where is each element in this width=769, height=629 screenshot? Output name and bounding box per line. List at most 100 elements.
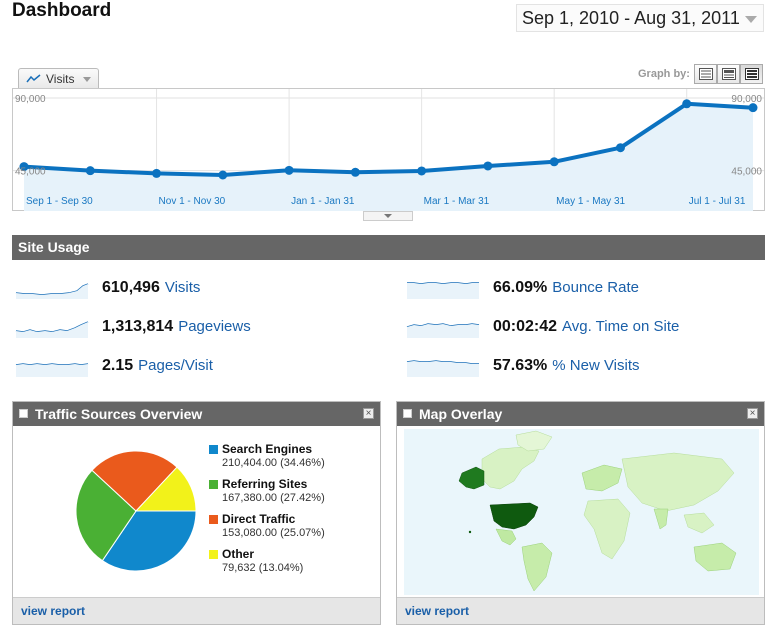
visits-sparkline [15, 283, 89, 299]
chart-point [19, 162, 29, 172]
traffic-sources-header: Traffic Sources Overview × [13, 402, 380, 426]
expand-arrow-icon [384, 214, 392, 218]
legend-swatch [209, 550, 218, 559]
graph-by-month-button[interactable] [740, 64, 763, 84]
legend-name: Other [222, 547, 255, 561]
map-region-greenland [515, 430, 553, 452]
map-region-africa [583, 498, 631, 560]
pages-per-visit-sparkline [15, 363, 89, 377]
metric-value: 610,496 [102, 279, 160, 296]
bounce-rate-sparkline [407, 282, 479, 299]
chart-point [682, 99, 692, 109]
chart-point [350, 167, 360, 177]
pie-slice [101, 510, 197, 572]
pie-slice [75, 469, 137, 562]
chart-point [483, 161, 493, 171]
view-report-link[interactable]: view report [13, 597, 380, 624]
chart-point [549, 157, 559, 167]
chart-point [615, 143, 625, 153]
metric-link-pageviews[interactable]: Pageviews [178, 318, 251, 335]
month-view-icon [745, 68, 759, 80]
map-region-hawaii [468, 530, 472, 534]
legend-swatch [209, 515, 218, 524]
map-region-south-america [521, 542, 553, 592]
site-usage-header: Site Usage [12, 235, 765, 260]
graph-by-day-button[interactable] [694, 64, 717, 84]
metric-link-bounce-rate[interactable]: Bounce Rate [552, 279, 639, 296]
map-region-north-america [481, 446, 540, 490]
legend-stat: 210,404.00 (34.46%) [222, 457, 325, 469]
world-map [404, 429, 759, 595]
page-title: Dashboard [12, 0, 112, 21]
legend-stat: 79,632 (13.04%) [222, 562, 304, 574]
metric-visits: 610,496 Visits [15, 277, 395, 301]
visits-chart: 90,000 45,000 90,000 45,000 Sep 1 - Sep 30 N… [12, 88, 765, 213]
panel-menu-icon[interactable] [403, 409, 412, 418]
x-tick-label: Sep 1 - Sep 30 [26, 196, 93, 207]
map-overlay-title: Map Overlay [419, 406, 503, 422]
panel-menu-icon[interactable] [19, 409, 28, 418]
x-tick-label: Jan 1 - Jan 31 [291, 196, 355, 207]
legend-name: Direct Traffic [222, 512, 296, 526]
y-tick-label-left: 90,000 [15, 94, 46, 105]
metric-link-pages-per-visit[interactable]: Pages/Visit [138, 357, 213, 374]
visits-area-fill [24, 103, 753, 211]
traffic-sources-title: Traffic Sources Overview [35, 406, 203, 422]
y-tick-label-right: 45,000 [731, 167, 762, 178]
chart-point [284, 165, 294, 175]
chart-point [748, 103, 758, 113]
metric-pageviews: 1,313,814 Pageviews [15, 316, 395, 340]
map-region-southeast-asia [683, 512, 715, 534]
x-tick-label: Jul 1 - Jul 31 [689, 196, 746, 207]
metric-value: 57.63% [493, 357, 548, 374]
metric-selector-button[interactable]: Visits [18, 68, 99, 88]
map-region-europe [581, 464, 623, 492]
map-region-usa [489, 502, 539, 530]
chart-point [417, 166, 427, 176]
x-tick-label: May 1 - May 31 [556, 196, 625, 207]
metric-pages-per-visit: 2.15 Pages/Visit [15, 355, 395, 379]
legend-swatch [209, 480, 218, 489]
metric-bounce-rate: 66.09% Bounce Rate [406, 277, 765, 301]
legend-name: Referring Sites [222, 477, 308, 491]
metric-link-avg-time[interactable]: Avg. Time on Site [562, 318, 680, 335]
pageviews-sparkline [15, 321, 89, 338]
close-icon[interactable]: × [747, 408, 758, 419]
metric-value: 1,313,814 [102, 318, 174, 335]
metric-avg-time: 00:02:42 Avg. Time on Site [406, 316, 765, 340]
x-tick-label: Nov 1 - Nov 30 [159, 196, 226, 207]
line-chart-icon [26, 74, 41, 83]
map-overlay-panel: Map Overlay × view report [396, 401, 765, 625]
map-region-mexico [495, 528, 517, 546]
pie-slice [91, 450, 178, 512]
map-region-australia [693, 542, 737, 572]
map-region-asia [621, 452, 735, 512]
metric-link-new-visits[interactable]: % New Visits [552, 357, 640, 374]
metric-value: 66.09% [493, 279, 548, 296]
new-visits-sparkline [406, 360, 479, 377]
visits-series-line [23, 101, 754, 177]
close-icon[interactable]: × [363, 408, 374, 419]
legend-stat: 153,080.00 (25.07%) [222, 527, 325, 539]
traffic-sources-panel: Traffic Sources Overview × Search Engine… [12, 401, 381, 625]
metric-selector-label: Visits [46, 72, 75, 86]
visits-chart-svg: 90,000 45,000 90,000 45,000 Sep 1 - Sep 30 N… [12, 88, 765, 211]
view-report-link[interactable]: view report [397, 597, 764, 624]
chevron-down-icon[interactable] [745, 16, 757, 23]
chart-point [218, 170, 228, 180]
metric-new-visits: 57.63%% New Visits [406, 355, 765, 379]
legend-stat: 167,380.00 (27.42%) [222, 492, 325, 504]
map-region-india [653, 508, 669, 530]
chart-point [85, 166, 95, 176]
metric-value: 2.15 [102, 357, 134, 374]
legend-swatch [209, 445, 218, 454]
avg-time-sparkline [406, 323, 480, 338]
traffic-pie-chart [75, 450, 197, 572]
date-range-picker[interactable]: Sep 1, 2010 - Aug 31, 2011 [516, 4, 764, 32]
metric-link-visits[interactable]: Visits [164, 279, 201, 296]
x-tick-label: Mar 1 - Mar 31 [424, 196, 490, 207]
graph-by-week-button[interactable] [717, 64, 740, 84]
map-overlay-header: Map Overlay × [397, 402, 764, 426]
date-range-text: Sep 1, 2010 - Aug 31, 2011 [522, 8, 740, 28]
chart-expand-handle[interactable] [363, 211, 413, 221]
